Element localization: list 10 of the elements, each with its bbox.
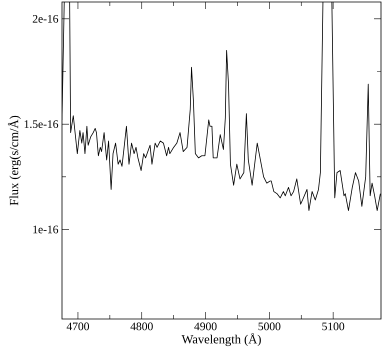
x-tick-label: 5000	[258, 322, 280, 330]
x-tick-label: 5100	[322, 322, 344, 330]
y-axis-title: Flux (erg(s/cm/Å)	[8, 116, 21, 206]
y-tick-label: 1.5e-16	[24, 120, 58, 128]
x-tick-label: 4900	[194, 322, 217, 330]
x-tick-label: 4700	[66, 322, 90, 330]
y-tick-label: 1e-16	[33, 226, 58, 234]
x-axis-title: Wavelength (Å)	[182, 333, 261, 346]
y-tick-label: 2e-16	[32, 14, 58, 23]
x-tick-label: 4800	[130, 322, 153, 330]
